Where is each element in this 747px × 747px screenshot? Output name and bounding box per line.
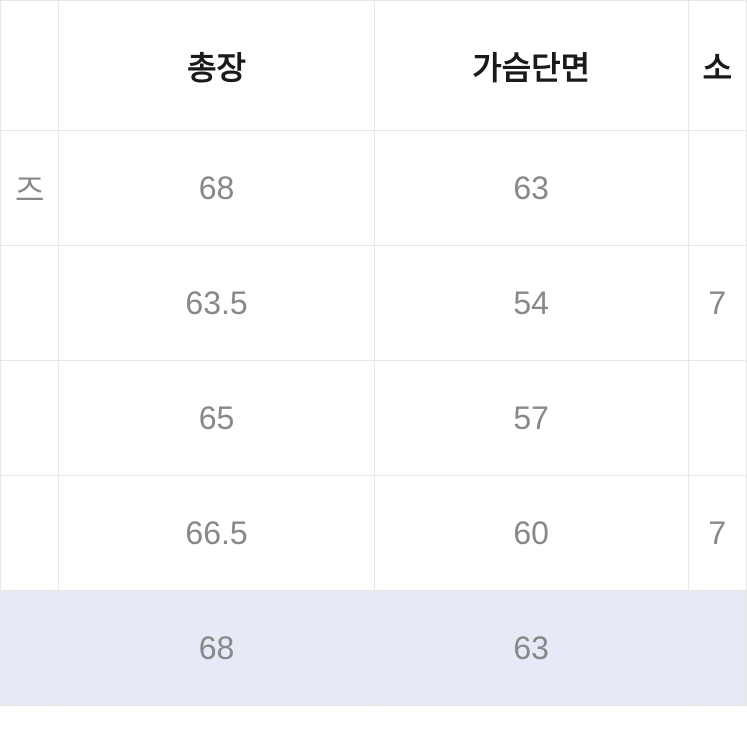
row-label (1, 591, 59, 706)
header-col-length: 총장 (59, 1, 374, 131)
table-row: 66.5 60 7 (1, 476, 747, 591)
header-col-first (1, 1, 59, 131)
cell-length: 68 (59, 591, 374, 706)
cell-length: 66.5 (59, 476, 374, 591)
cell-length: 68 (59, 131, 374, 246)
table-spacer (1, 706, 747, 746)
cell-partial (688, 361, 746, 476)
cell-chest: 54 (374, 246, 688, 361)
header-col-chest: 가슴단면 (374, 1, 688, 131)
table-header-row: 총장 가슴단면 소 (1, 1, 747, 131)
cell-partial (688, 591, 746, 706)
row-label (1, 476, 59, 591)
table-row: 65 57 (1, 361, 747, 476)
cell-chest: 63 (374, 591, 688, 706)
table-row: 63.5 54 7 (1, 246, 747, 361)
size-table: 총장 가슴단면 소 즈 68 63 63.5 54 7 65 57 (0, 0, 747, 746)
table-body: 즈 68 63 63.5 54 7 65 57 66.5 60 7 (1, 131, 747, 746)
cell-chest: 57 (374, 361, 688, 476)
header-col-partial: 소 (688, 1, 746, 131)
cell-chest: 60 (374, 476, 688, 591)
cell-partial (688, 131, 746, 246)
table-row-highlighted: 68 63 (1, 591, 747, 706)
table-row: 즈 68 63 (1, 131, 747, 246)
cell-partial: 7 (688, 246, 746, 361)
row-label: 즈 (1, 131, 59, 246)
row-label (1, 361, 59, 476)
row-label (1, 246, 59, 361)
size-table-container: 총장 가슴단면 소 즈 68 63 63.5 54 7 65 57 (0, 0, 747, 747)
cell-length: 63.5 (59, 246, 374, 361)
cell-partial: 7 (688, 476, 746, 591)
cell-chest: 63 (374, 131, 688, 246)
cell-length: 65 (59, 361, 374, 476)
